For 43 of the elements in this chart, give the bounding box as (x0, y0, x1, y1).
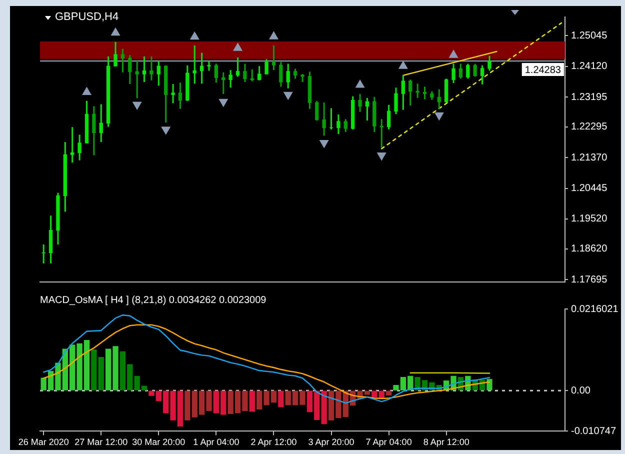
y-tick-label: 1.20445 (571, 183, 608, 194)
point (269, 32, 278, 40)
y-tick-label: 1.18620 (571, 244, 608, 255)
chart-title: MACD_OsMA [ H4 ] (8,21,8) 0.0034262 0.0023009 (40, 294, 266, 307)
point (82, 87, 92, 96)
point (320, 140, 328, 148)
y-tick-label: 0.0216021 (571, 304, 619, 315)
ref-line-label: 1.24283 (524, 64, 562, 76)
y-tick-label: 1.25045 (571, 30, 608, 42)
point (111, 28, 120, 36)
point (218, 98, 228, 107)
point (233, 43, 242, 51)
x-tick-label: 8 Apr 12:00 (423, 437, 470, 448)
x-tick-label: 3 Apr 20:00 (308, 437, 354, 448)
x-tick-label: 26 Mar 2020 (18, 437, 69, 448)
y-tick-label: 1.17695 (571, 274, 608, 286)
point (434, 112, 444, 120)
y-tick-label: 1.23195 (571, 92, 608, 103)
bar (278, 390, 284, 408)
y-tick-label: 1.24120 (571, 61, 608, 72)
bar (386, 390, 392, 396)
y-tick-label: 1.19520 (571, 214, 608, 225)
bar (486, 378, 492, 390)
x-tick-label: 7 Apr 04:00 (366, 437, 412, 448)
point (449, 50, 458, 58)
point (190, 32, 200, 40)
point (377, 152, 386, 160)
y-tick-label: 1.22295 (571, 122, 608, 133)
x-tick-label: 2 Apr 12:00 (250, 437, 297, 448)
x-tick-label: 1 Apr 04:00 (193, 437, 240, 448)
point (132, 102, 142, 110)
chart-title: GBPUSD,H4 (55, 11, 119, 24)
y-tick-label: 1.21370 (571, 152, 608, 164)
x-tick-label: 30 Mar 20:00 (132, 437, 186, 448)
bar (372, 390, 378, 398)
point (398, 61, 408, 69)
bar (249, 390, 255, 412)
y-tick-label: -0.010747 (571, 426, 616, 437)
y-tick-label: 0.00 (571, 385, 591, 396)
point (356, 80, 364, 88)
point (284, 92, 293, 100)
point (161, 126, 170, 134)
x-tick-label: 27 Mar 12:00 (74, 437, 128, 448)
